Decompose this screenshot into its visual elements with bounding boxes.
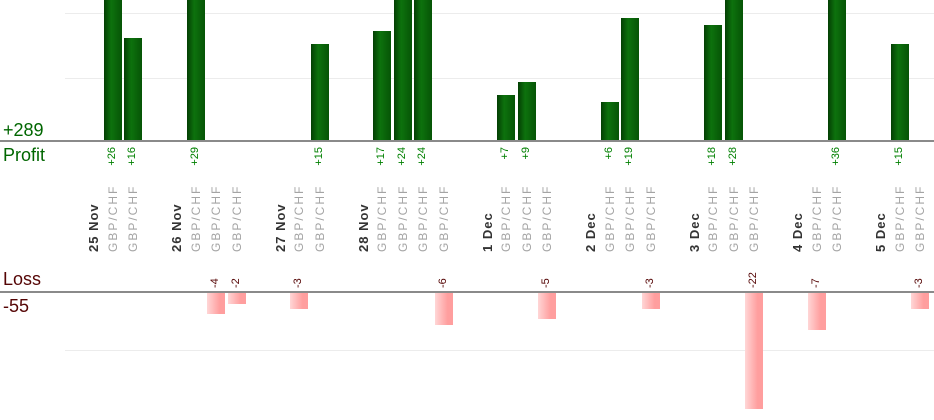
profit-bar [621,18,639,140]
profit-bar [373,31,391,140]
profit-bar [310,44,329,140]
symbol-label: GBP/CHF [913,184,927,252]
profit-value-label: +29 [188,147,201,166]
symbol-label: GBP/CHF [540,184,554,252]
loss-bar [641,293,660,309]
profit-gridline-20 [65,13,934,14]
profit-value-label: +24 [416,147,428,166]
loss-bar [911,293,929,309]
profit-value-label: +18 [706,147,718,166]
date-label: 3 Dec [686,212,702,252]
loss-bar [745,293,763,409]
profit-bar [828,0,846,140]
date-label: 26 Nov [169,203,184,252]
profit-total-label: +289 [3,120,44,140]
profit-value-label: +15 [312,147,325,166]
profit-value-label: +7 [499,147,511,160]
profit-bar [704,24,722,140]
loss-gridline-10 [65,350,934,351]
loss-value-label: -3 [643,278,656,288]
loss-value-label: -4 [209,278,221,288]
date-label: 5 Dec [873,212,888,252]
loss-total-label: -55 [3,296,30,316]
loss-value-label: -6 [436,278,449,288]
symbol-label: GBP/CHF [229,184,244,252]
profit-bar [724,0,743,140]
profit-value-label: +9 [519,147,532,160]
date-label: 27 Nov [272,203,288,252]
profit-bar [414,0,432,140]
date-label: 25 Nov [86,203,101,252]
symbol-label: GBP/CHF [747,184,761,252]
date-label: 1 Dec [479,212,495,252]
loss-axis-line [0,291,934,293]
profit-bar [103,0,122,140]
symbol-label: GBP/CHF [809,184,824,252]
loss-bar [538,293,556,320]
date-label: 2 Dec [583,212,598,252]
profit-bar [600,101,619,140]
profit-value-label: +36 [830,147,842,166]
profit-value-label: +24 [395,147,408,166]
loss-bar [227,293,246,304]
profit-bar [393,0,412,140]
profit-section-label: Profit [3,145,46,165]
profit-axis-line [0,140,934,142]
profit-bar [890,44,909,140]
symbol-label: GBP/CHF [292,184,306,252]
profit-bar [517,82,536,140]
profit-value-label: +19 [623,147,635,166]
symbol-label: GBP/CHF [209,184,223,252]
loss-bar [434,293,453,325]
profit-gridline-10 [65,78,934,79]
loss-value-label: -22 [747,272,759,288]
profit-bar [124,37,142,140]
date-label: 28 Nov [355,203,371,252]
profit-value-label: +26 [105,147,118,166]
symbol-label: GBP/CHF [436,184,451,252]
loss-value-label: -3 [292,278,304,288]
loss-bar [807,293,826,330]
profit-value-label: +15 [892,147,905,166]
date-label: 4 Dec [790,212,805,252]
loss-value-label: -2 [229,278,242,288]
symbol-label: GBP/CHF [643,184,658,252]
profit-bar [186,0,205,140]
loss-section-label: Loss [3,269,42,289]
loss-bar [290,293,308,309]
profit-value-label: +16 [126,147,138,166]
profit-bar [497,95,515,140]
loss-value-label: -5 [540,278,552,288]
loss-bar [207,293,225,314]
profit-value-label: +6 [602,147,615,160]
loss-value-label: -7 [809,278,822,288]
loss-value-label: -3 [913,278,925,288]
profit-value-label: +17 [375,147,387,166]
profit-value-label: +28 [726,147,739,166]
